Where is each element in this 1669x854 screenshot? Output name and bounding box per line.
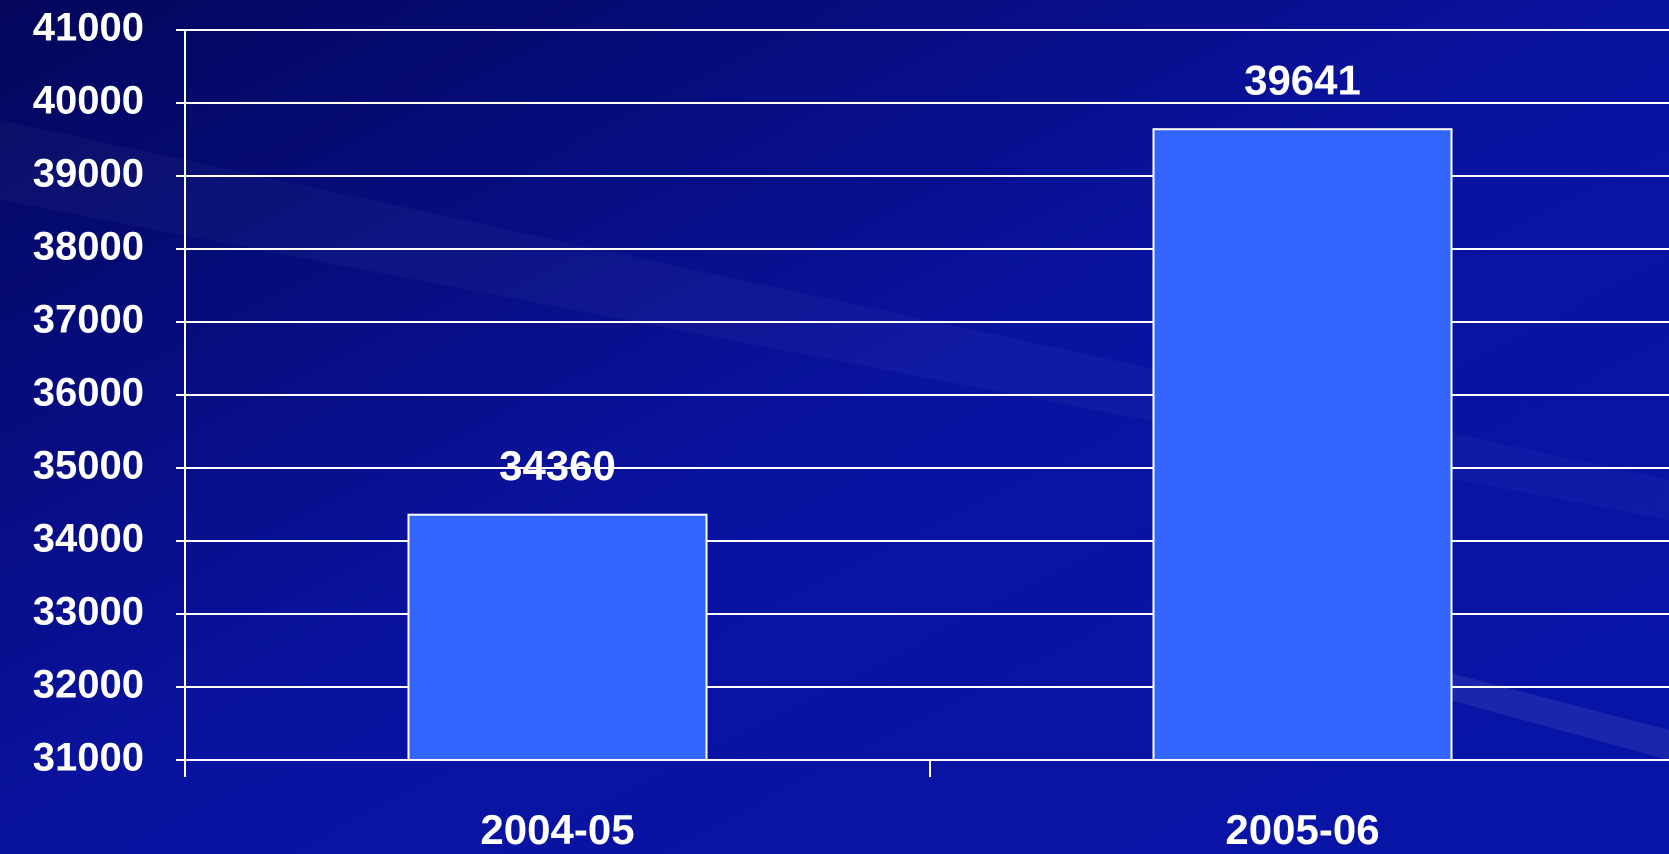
y-tick-label: 32000 (33, 663, 144, 707)
y-tick-label: 40000 (33, 79, 144, 123)
data-label: 39641 (1244, 56, 1361, 103)
bar (1152, 128, 1453, 762)
y-tick-label: 41000 (33, 6, 144, 50)
y-tick-label: 36000 (33, 371, 144, 415)
y-tick-label: 33000 (33, 590, 144, 634)
x-tick-label: 2005-06 (1225, 806, 1379, 853)
y-tick-label: 39000 (33, 152, 144, 196)
bar (407, 513, 708, 761)
data-label: 34360 (499, 442, 616, 489)
y-tick-label: 35000 (33, 444, 144, 488)
y-tick-label: 37000 (33, 298, 144, 342)
y-tick-label: 31000 (33, 736, 144, 780)
y-tick-label: 34000 (33, 517, 144, 561)
y-tick-label: 38000 (33, 225, 144, 269)
background-streak (1400, 660, 1669, 760)
x-tick-label: 2004-05 (480, 806, 634, 853)
